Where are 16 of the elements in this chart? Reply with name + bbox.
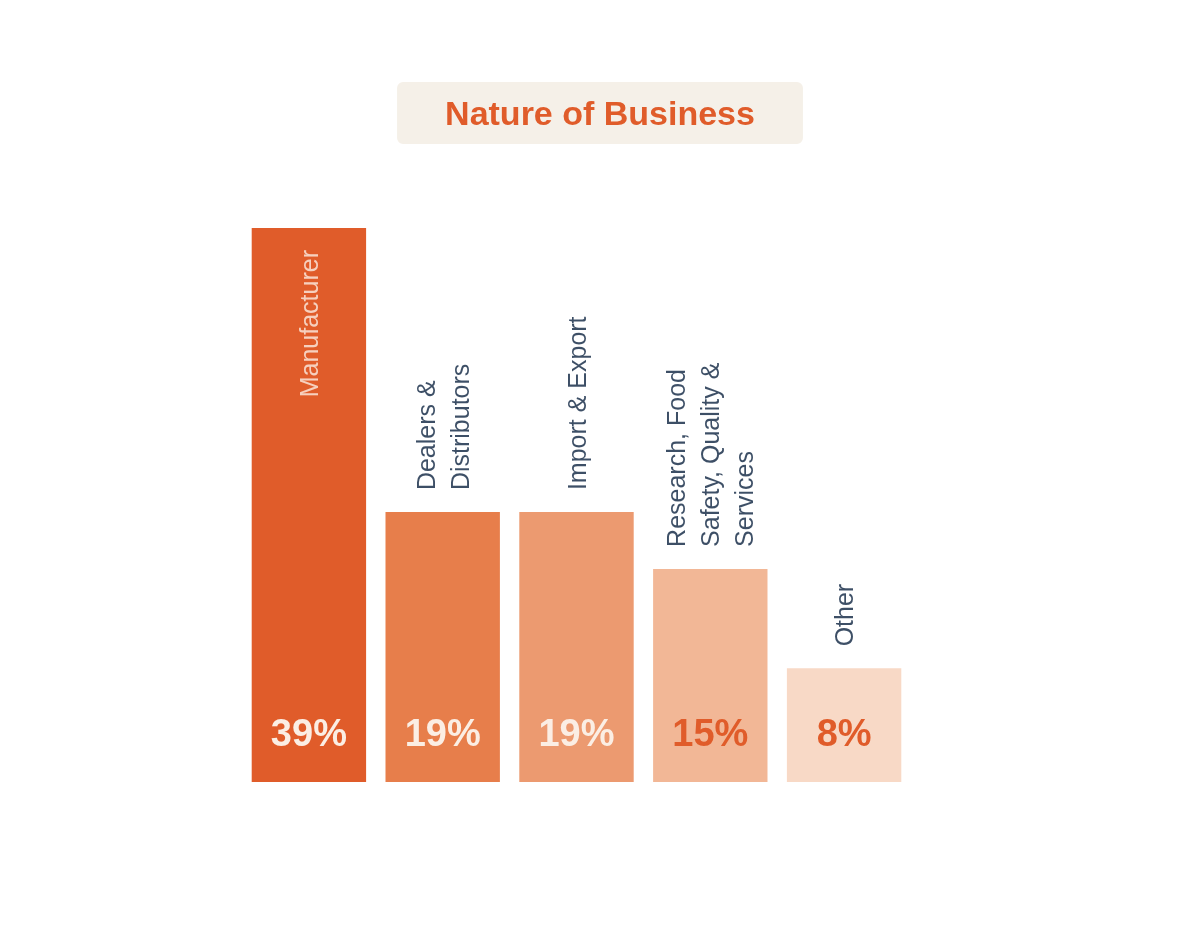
data-label: 19% (538, 712, 615, 754)
x-tick-label: Dealers & Distributors (411, 363, 474, 491)
x-tick-label: Other (830, 583, 859, 647)
x-tick-label: Manufacturer (294, 250, 323, 398)
bar (251, 228, 367, 782)
bar (385, 512, 500, 782)
bar (653, 568, 768, 782)
chart-title: Nature of Business (445, 94, 755, 132)
data-label: 8% (816, 712, 872, 754)
bar (786, 668, 902, 782)
bar (519, 512, 634, 782)
data-label: 39% (270, 712, 347, 754)
data-label: 15% (672, 712, 749, 754)
data-label: 19% (404, 712, 481, 754)
x-tick-label: Import & Export (562, 316, 591, 491)
x-tick-label: Research, Food Safety, Quality & Services (662, 355, 759, 547)
